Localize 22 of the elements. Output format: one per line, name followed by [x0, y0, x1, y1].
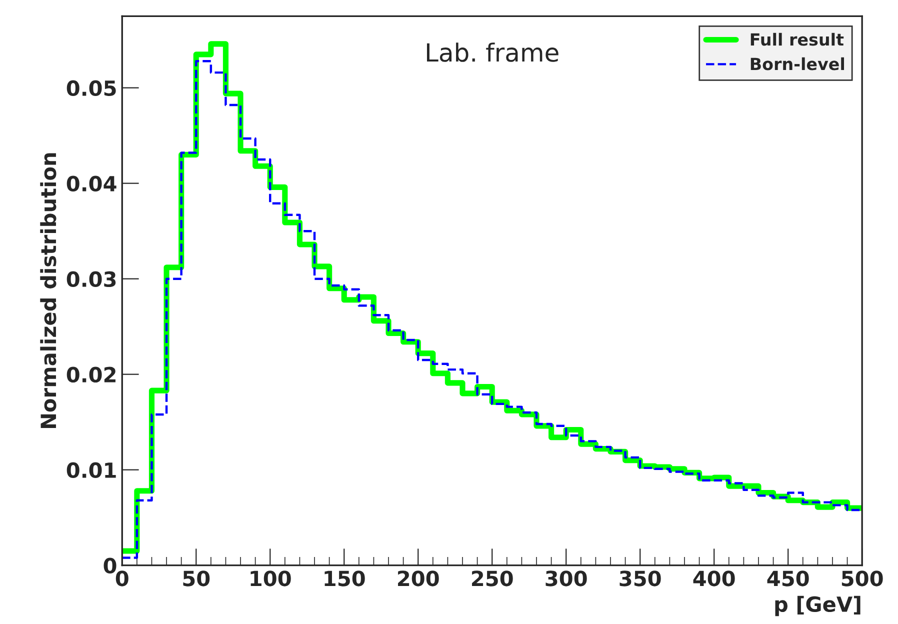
y-tick-label: 0.03 — [66, 271, 116, 288]
x-tick-label: 50 — [183, 570, 210, 586]
legend-label: Born-level — [750, 57, 844, 70]
x-tick-label: 150 — [324, 570, 365, 586]
annotation: Lab. frame — [426, 42, 558, 62]
x-tick-label: 400 — [693, 570, 735, 586]
x-axis-title: p [GeV] — [775, 596, 860, 616]
y-tick-label: 0.02 — [66, 366, 116, 383]
y-tick-label: 0.05 — [66, 80, 116, 96]
y-tick-label: 0.04 — [66, 176, 116, 192]
x-tick-label: 450 — [767, 570, 809, 586]
x-tick-label: 500 — [842, 570, 883, 586]
y-axis-title: Normalized distribution — [40, 153, 56, 428]
y-tick-label: 0 — [104, 558, 116, 574]
x-tick-label: 250 — [472, 570, 513, 586]
y-tick-label: 0.01 — [66, 462, 116, 478]
x-tick-label: 300 — [546, 570, 587, 586]
x-tick-label: 0 — [116, 570, 128, 586]
x-tick-label: 100 — [250, 570, 291, 586]
legend-label: Full result — [750, 32, 844, 46]
x-tick-label: 350 — [620, 570, 661, 586]
x-tick-label: 200 — [398, 570, 439, 586]
